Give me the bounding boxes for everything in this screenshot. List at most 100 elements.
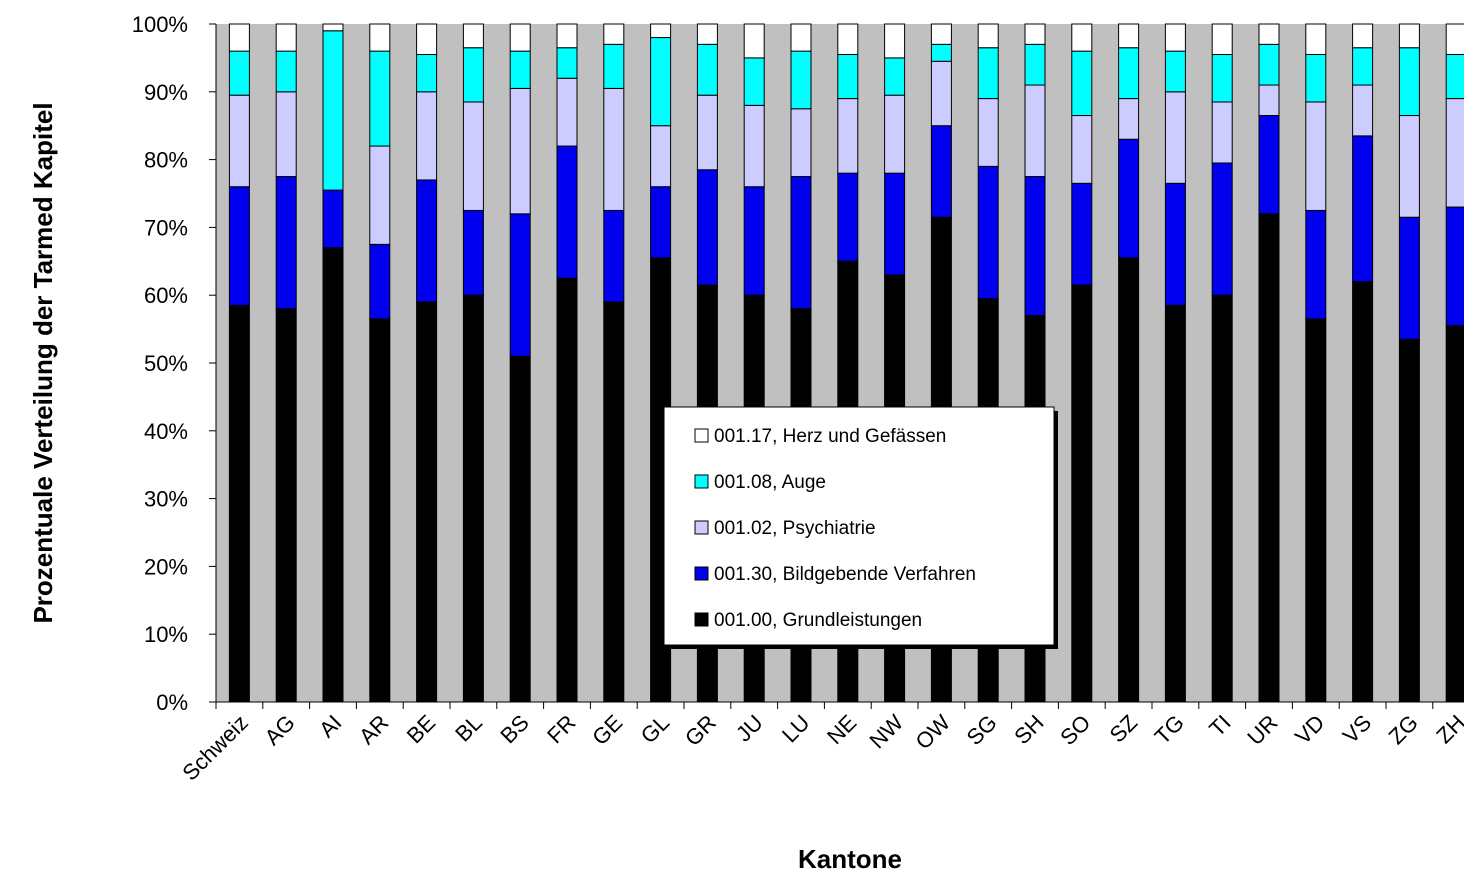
bar-segment [603, 301, 625, 703]
x-axis: Schweiz AG AI AR BE BL BS FR GE GL GR JU LU NE NW OW SG S… [177, 701, 1464, 785]
bar-segment [416, 179, 438, 303]
bar-segment [603, 87, 625, 211]
bar-segment [837, 172, 859, 262]
bar-segment [1118, 138, 1140, 259]
bar-segment [1024, 84, 1046, 178]
bar-segment [1305, 318, 1327, 703]
bar-segment [1024, 43, 1046, 86]
bar-segment [556, 277, 578, 703]
y-tick-label: 100% [132, 12, 188, 37]
x-tick-label: SZ [1105, 710, 1143, 748]
bar-segment [1445, 98, 1464, 208]
bar-segment [369, 318, 391, 703]
bar-segment [556, 47, 578, 79]
bar-segment [1164, 50, 1186, 93]
bar-segment [743, 186, 765, 296]
legend-label: 001.00, Grundleistungen [714, 610, 922, 631]
bar-segment [1352, 281, 1374, 703]
x-tick-label: SO [1055, 710, 1095, 750]
bar-segment [930, 125, 952, 218]
bar-segment [1118, 98, 1140, 140]
bar-segment [1352, 47, 1374, 86]
legend-label: 001.08, Auge [714, 472, 826, 493]
bar-segment [416, 54, 438, 93]
bar-segment [556, 145, 578, 279]
bar-segment [1398, 216, 1420, 340]
bar-segment [275, 91, 297, 178]
x-tick-label: VS [1338, 710, 1376, 748]
x-tick-label: OW [910, 710, 955, 755]
bar-segment [462, 23, 484, 49]
bar-segment [1258, 84, 1280, 117]
bar-segment [1071, 284, 1093, 703]
x-tick-label: VD [1290, 710, 1329, 749]
y-tick-label: 40% [144, 419, 188, 444]
bar-segment [1445, 54, 1464, 100]
bar-segment [275, 308, 297, 703]
bar-segment [322, 23, 344, 32]
bar-segment [462, 47, 484, 103]
bar-segment [275, 176, 297, 310]
bar-segment [322, 247, 344, 703]
bar-segment [650, 186, 672, 259]
bar-segment [790, 50, 812, 110]
bar-segment [369, 243, 391, 320]
bar-segment [369, 23, 391, 52]
x-tick-label: AI [314, 710, 346, 742]
bar-segment [462, 101, 484, 211]
bar-segment [416, 91, 438, 181]
bar-segment [743, 23, 765, 59]
x-tick-label: UR [1242, 710, 1282, 750]
bar-segment [228, 23, 250, 52]
x-tick-label: AR [354, 710, 393, 749]
bar-segment [1024, 176, 1046, 317]
bar-segment [462, 294, 484, 703]
bar-segment [275, 23, 297, 52]
bar-segment [322, 30, 344, 191]
bar-segment [790, 23, 812, 52]
bar-segment [1305, 54, 1327, 103]
y-tick-label: 70% [144, 215, 188, 240]
bar-segment [509, 213, 531, 357]
bar-segment [1305, 101, 1327, 211]
bar-segment [228, 50, 250, 96]
bar-segment [603, 23, 625, 45]
bar-segment [743, 57, 765, 106]
bar-segment [1352, 84, 1374, 137]
bar-segment [930, 60, 952, 127]
y-axis-title: Prozentuale Verteilung der Tarmed Kapite… [28, 102, 58, 623]
legend-swatch [694, 520, 709, 535]
bar-segment [275, 50, 297, 93]
bar-segment [1211, 23, 1233, 56]
x-tick-label: ZH [1431, 710, 1464, 748]
bar-segment [228, 304, 250, 703]
y-tick-label: 80% [144, 148, 188, 173]
bar-segment [509, 23, 531, 52]
bar-segment [650, 37, 672, 127]
x-tick-label: TG [1150, 710, 1189, 749]
x-tick-label: JU [731, 710, 768, 747]
bar-segment [1118, 47, 1140, 100]
bar-segment [369, 50, 391, 147]
bar-segment [790, 176, 812, 310]
bar-segment [696, 94, 718, 171]
bar-segment [1071, 50, 1093, 117]
bar-segment [1258, 23, 1280, 45]
bar-segment [416, 301, 438, 703]
bar-segment [322, 189, 344, 249]
bar-segment [930, 43, 952, 62]
legend-label: 001.17, Herz und Gefässen [714, 426, 946, 447]
bar-segment [1398, 23, 1420, 49]
bar-segment [884, 172, 906, 276]
legend-swatch [694, 474, 709, 489]
bar-segment [509, 355, 531, 703]
y-tick-label: 90% [144, 80, 188, 105]
x-tick-label: NW [865, 710, 909, 754]
legend: 001.17, Herz und Gefässen 001.08, Auge 001… [663, 406, 1058, 649]
bar-segment [1211, 162, 1233, 296]
bar-segment [556, 77, 578, 147]
y-tick-label: 0% [156, 690, 188, 715]
bar-segment [837, 98, 859, 174]
bar-segment [977, 47, 999, 100]
bar-segment [369, 145, 391, 245]
